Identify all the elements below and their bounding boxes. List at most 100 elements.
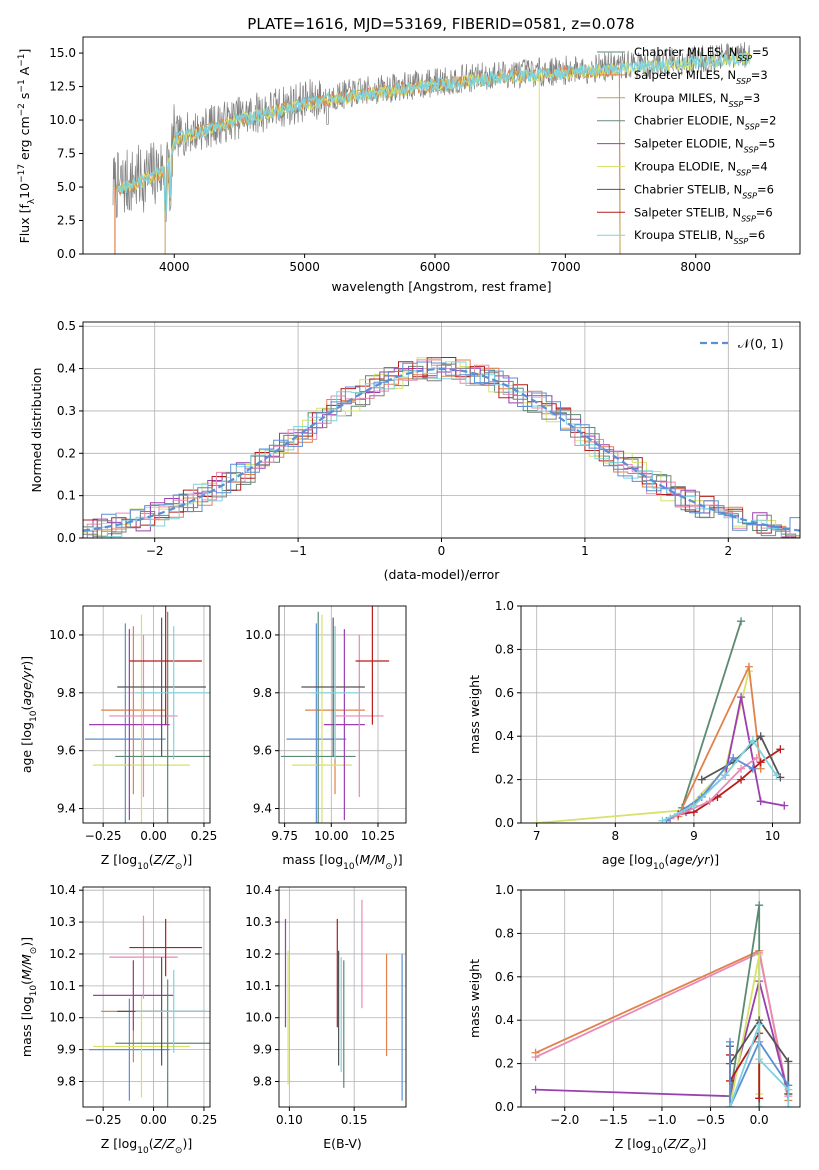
series-line	[669, 757, 758, 820]
label-part: 10	[137, 1146, 149, 1156]
y-tick-label: 0.8	[495, 926, 514, 940]
x-tick-label: 10.00	[314, 829, 348, 843]
y-tick-label: 10.3	[245, 915, 272, 929]
point-marker	[744, 662, 753, 671]
x-axis-label: Z [log10(Z/Z⊙)]	[101, 1136, 192, 1156]
x-tick-label: −0.25	[85, 1113, 122, 1127]
label-part: M/M	[19, 954, 34, 980]
label-part: )]	[19, 937, 34, 947]
legend-n: =6	[756, 205, 773, 219]
y-tick-label: 0.5	[57, 319, 76, 333]
point-marker	[756, 797, 765, 806]
axes-frame	[82, 36, 801, 255]
histogram-step-line	[83, 361, 800, 538]
series-line	[665, 756, 754, 822]
x-axis-label: mass [log10(M/M⊙)]	[282, 852, 402, 872]
y-tick-label: 1.0	[495, 883, 514, 897]
point-marker	[689, 801, 698, 810]
point-marker	[756, 732, 765, 741]
x-tick-label: 2	[724, 544, 732, 558]
plot-area	[280, 606, 390, 823]
legend-text: Kroupa STELIB, N	[634, 228, 734, 242]
y-tick-label: 9.8	[253, 686, 272, 700]
label-part: erg cm	[17, 116, 32, 164]
y-tick-label: 15.0	[49, 46, 76, 60]
label-part: mass [log	[282, 852, 343, 867]
point-marker	[780, 801, 789, 810]
axes-frame	[278, 886, 407, 1108]
plot-area	[284, 899, 403, 1101]
label-part: )]	[393, 852, 403, 867]
legend-label: Kroupa MILES, NSSP=3	[634, 91, 760, 109]
y-axis-label: mass [log10(M/M⊙)]	[19, 937, 39, 1057]
plot-area	[532, 617, 789, 823]
legend-sub: SSP	[745, 122, 760, 131]
legend-label: Kroupa STELIB, NSSP=6	[634, 228, 765, 246]
label-part: ⊙	[29, 947, 39, 955]
legend-n: =2	[760, 114, 777, 128]
y-tick-label: 10.2	[245, 947, 272, 961]
y-tick-label: 9.8	[57, 686, 76, 700]
point-marker	[755, 1103, 764, 1107]
normal-reference-curve	[83, 367, 800, 532]
legend-text: Kroupa ELODIE, N	[634, 160, 736, 174]
x-axis-label: age [log10(age/yr)]	[602, 852, 719, 872]
x-tick-label: 0	[438, 544, 446, 558]
label-part: Z/Z	[153, 1136, 176, 1151]
point-marker	[531, 1053, 540, 1062]
series-line	[729, 1040, 790, 1107]
y-tick-label: 10.2	[49, 947, 76, 961]
histogram-step-line	[83, 361, 800, 538]
y-tick-label: 0.2	[495, 773, 514, 787]
label-part: M/M	[360, 852, 386, 867]
legend-label: Chabrier ELODIE, NSSP=2	[634, 114, 776, 132]
y-tick-label: 0.4	[495, 1013, 514, 1027]
y-axis-label: mass weight	[467, 959, 482, 1038]
label-part: ⊙	[689, 1146, 697, 1156]
plot-area	[89, 915, 210, 1107]
y-tick-label: 0.3	[57, 404, 76, 418]
y-tick-label: 5.0	[57, 180, 76, 194]
label-part: −17	[17, 164, 27, 183]
y-tick-label: 0.1	[57, 489, 76, 503]
y-tick-label: 0.4	[495, 729, 514, 743]
x-axis-label: E(B-V)	[323, 1136, 362, 1151]
y-tick-label: 0.6	[495, 686, 514, 700]
legend-text: Kroupa MILES, N	[634, 91, 729, 105]
x-tick-label: 0.0	[750, 1113, 769, 1127]
legend-label: Chabrier STELIB, NSSP=6	[634, 182, 774, 200]
y-tick-label: 0.6	[495, 970, 514, 984]
y-axis-label: Flux [fλ10−17 erg cm−2 s−1 A−1]	[17, 49, 37, 244]
point-marker	[737, 693, 746, 702]
x-tick-label: 10	[765, 829, 780, 843]
legend-label: 𝒩(0, 1)	[738, 336, 784, 351]
plot-area	[85, 606, 210, 823]
label-part: )]	[182, 1136, 192, 1151]
label-part: (	[19, 980, 34, 985]
y-tick-label: 10.4	[49, 883, 76, 897]
point-marker	[784, 1085, 793, 1094]
point-marker	[776, 745, 785, 754]
y-tick-label: 9.9	[57, 1043, 76, 1057]
x-tick-label: 9	[690, 829, 698, 843]
x-tick-label: −2.0	[550, 1113, 579, 1127]
label-part: −1	[17, 54, 27, 67]
plot-area	[83, 357, 800, 538]
legend-label: Chabrier MILES, NSSP=5	[634, 45, 769, 63]
x-tick-label: 7000	[550, 260, 581, 274]
y-tick-label: 10.0	[49, 113, 76, 127]
legend-sub: SSP	[737, 54, 752, 63]
label-part: (	[149, 1136, 154, 1151]
y-tick-label: 0.0	[495, 1100, 514, 1114]
x-axis-label: Z [log10(Z/Z⊙)]	[615, 1136, 706, 1156]
legend-n: =3	[743, 91, 760, 105]
point-marker	[697, 775, 706, 784]
x-tick-label: 10.25	[361, 829, 395, 843]
y-tick-label: 9.6	[253, 744, 272, 758]
y-tick-label: 2.5	[57, 214, 76, 228]
point-marker	[737, 617, 746, 626]
label-part: 10	[137, 862, 149, 872]
label-part: 10	[17, 183, 32, 199]
x-tick-label: 7	[533, 829, 541, 843]
series-line	[681, 620, 742, 809]
